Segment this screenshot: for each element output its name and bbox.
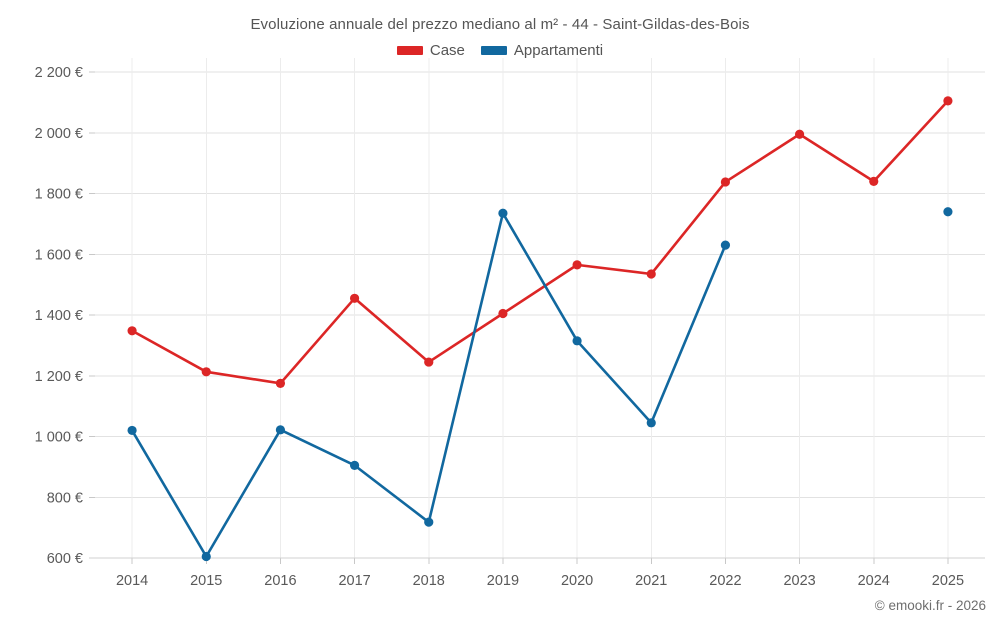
x-tick-label: 2020	[561, 573, 593, 589]
y-tick-label: 800 €	[47, 490, 83, 506]
y-tick-label: 1 000 €	[35, 430, 83, 446]
y-tick-label: 2 000 €	[35, 126, 83, 142]
chart-title: Evoluzione annuale del prezzo mediano al…	[250, 16, 750, 33]
x-tick-label: 2016	[264, 573, 296, 589]
data-point[interactable]	[127, 326, 137, 336]
chart-legend: Case Appartamenti	[0, 42, 1000, 59]
data-point[interactable]	[646, 269, 656, 279]
x-tick-label: 2022	[709, 573, 741, 589]
data-point[interactable]	[794, 129, 805, 139]
data-point[interactable]	[275, 378, 286, 388]
y-tick-label: 1 400 €	[35, 308, 83, 324]
data-point[interactable]	[498, 208, 508, 218]
data-point[interactable]	[349, 293, 360, 303]
data-point[interactable]	[572, 336, 582, 346]
x-tick-label: 2024	[858, 573, 890, 589]
data-point[interactable]	[275, 425, 286, 435]
data-point[interactable]	[646, 418, 656, 428]
x-tick-label: 2015	[190, 573, 222, 589]
x-tick-label: 2023	[783, 573, 815, 589]
x-tick-label: 2018	[413, 573, 445, 589]
legend-item-appartamenti[interactable]: Appartamenti	[480, 42, 604, 59]
x-tick-label: 2014	[116, 573, 148, 589]
x-tick-label: 2021	[635, 573, 667, 589]
data-point[interactable]	[349, 460, 360, 470]
data-point[interactable]	[720, 177, 731, 187]
data-point[interactable]	[943, 207, 953, 217]
legend-swatch-case	[396, 46, 423, 55]
footer-credit: © emooki.fr - 2026	[874, 598, 986, 613]
legend-label-appartamenti: Appartamenti	[513, 42, 604, 59]
series-case	[127, 96, 953, 388]
data-point[interactable]	[720, 240, 731, 250]
x-tick-label: 2025	[932, 573, 964, 589]
legend-item-case[interactable]: Case	[396, 42, 465, 59]
x-tick-label: 2019	[487, 573, 519, 589]
data-point[interactable]	[127, 425, 137, 436]
data-point[interactable]	[424, 357, 434, 367]
data-point[interactable]	[201, 367, 211, 377]
series-appartamenti	[127, 207, 953, 562]
x-tick-label: 2017	[338, 573, 370, 589]
y-tick-label: 600 €	[47, 551, 83, 567]
y-tick-label: 1 800 €	[35, 187, 83, 203]
series-line-case	[130, 99, 950, 385]
data-point[interactable]	[572, 260, 582, 270]
data-point[interactable]	[943, 96, 953, 106]
data-point[interactable]	[869, 176, 879, 186]
data-point[interactable]	[201, 551, 211, 562]
legend-swatch-appartamenti	[480, 46, 507, 55]
y-tick-label: 1 200 €	[35, 369, 83, 385]
data-point[interactable]	[498, 308, 508, 319]
y-tick-label: 2 200 €	[35, 65, 83, 81]
data-point[interactable]	[424, 517, 434, 527]
legend-label-case: Case	[429, 42, 465, 59]
y-tick-label: 1 600 €	[35, 247, 83, 263]
